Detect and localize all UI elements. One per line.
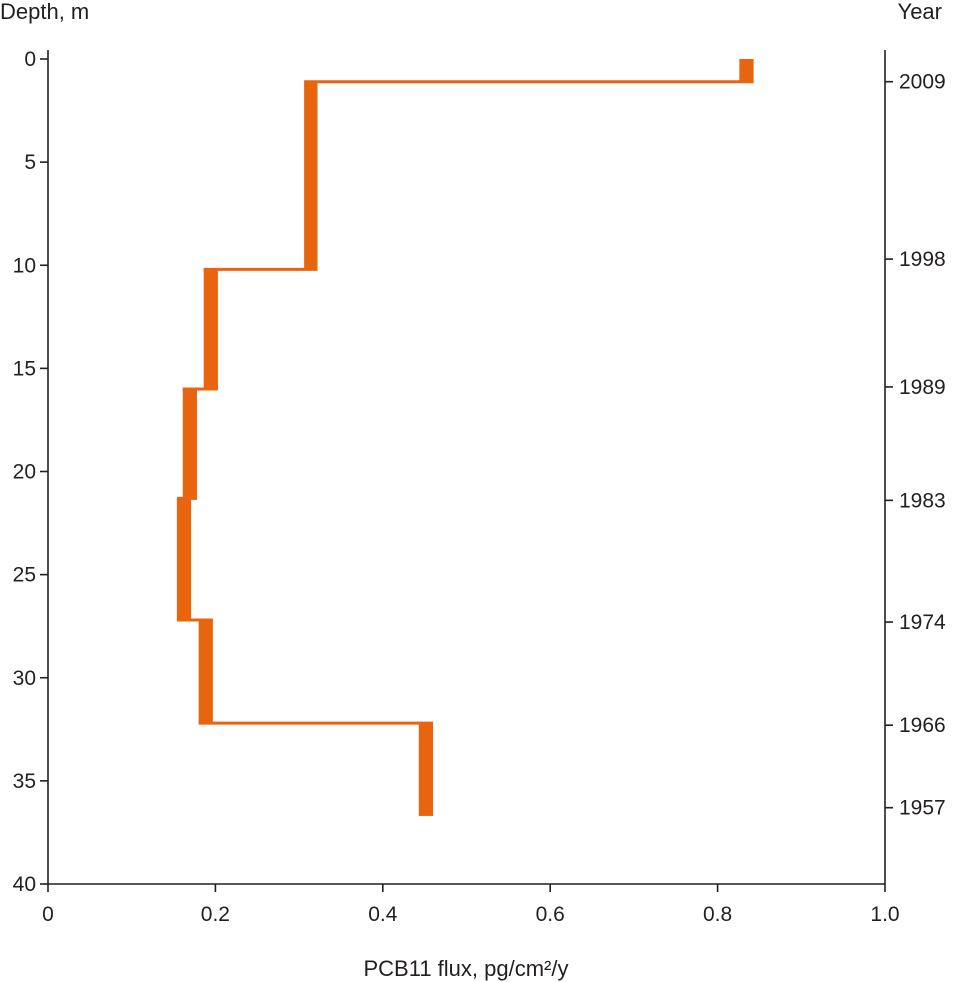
y-tick-label: 15 — [13, 357, 36, 380]
y-tick-label: 0 — [24, 48, 36, 71]
year-tick-label: 2009 — [899, 71, 946, 94]
year-ticks-group: 2009 1998 1989 1983 1974 1966 1957 — [885, 71, 946, 820]
x-tick-label: 0.2 — [201, 903, 230, 926]
x-axis-title: PCB11 flux, pg/cm²/y — [364, 956, 569, 981]
series-band-segment — [418, 723, 434, 816]
y-tick-label: 40 — [13, 873, 36, 896]
x-tick-label: 0.4 — [368, 903, 398, 926]
series-band-segment — [198, 620, 213, 724]
x-tick-label: 0 — [42, 903, 54, 926]
year-tick-label: 1998 — [899, 248, 946, 271]
year-tick-label: 1974 — [899, 611, 946, 634]
x-ticks-group: 0 0.2 0.4 0.6 0.8 1.0 — [42, 884, 900, 926]
y-tick-label: 25 — [13, 564, 36, 587]
x-tick-label: 0.6 — [536, 903, 565, 926]
series-band-segment — [176, 498, 192, 620]
year-tick-label: 1983 — [899, 489, 946, 512]
year-tick-label: 1966 — [899, 714, 946, 737]
x-tick-label: 0.8 — [703, 903, 732, 926]
y-tick-label: 35 — [13, 770, 36, 793]
series-band-segment — [182, 389, 197, 499]
year-tick-label: 1989 — [899, 376, 946, 399]
x-tick-label: 1.0 — [870, 903, 899, 926]
year-tick-label: 1957 — [899, 797, 946, 820]
series-band-segment — [203, 269, 218, 389]
y-axis-title: Depth, m — [0, 0, 89, 24]
axes-group — [47, 50, 886, 885]
y2-axis-title: Year — [898, 0, 942, 24]
series-group — [176, 59, 754, 816]
y-tick-label: 5 — [24, 151, 36, 174]
y-tick-label: 20 — [13, 461, 36, 484]
series-band-segment — [304, 81, 318, 270]
y-ticks-group: 0 5 10 15 20 25 30 35 40 — [13, 48, 48, 896]
series-band-segment — [739, 59, 754, 82]
y-tick-label: 30 — [13, 667, 36, 690]
y-tick-label: 10 — [13, 254, 36, 277]
